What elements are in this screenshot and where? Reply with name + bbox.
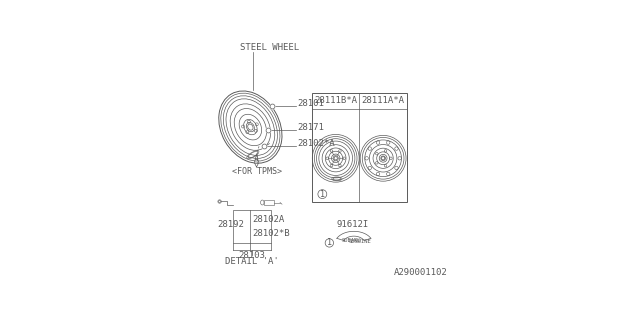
Text: A: A xyxy=(254,155,259,164)
Text: <FOR TPMS>: <FOR TPMS> xyxy=(232,167,282,176)
Text: DETAIL 'A': DETAIL 'A' xyxy=(225,257,279,266)
Text: GENUINE: GENUINE xyxy=(349,239,371,244)
Text: STEEL WHEEL: STEEL WHEEL xyxy=(240,43,299,52)
Text: 28192: 28192 xyxy=(217,220,244,229)
Text: 91612I: 91612I xyxy=(336,220,368,229)
Text: 28111A*A: 28111A*A xyxy=(362,97,404,106)
Text: 28102*A: 28102*A xyxy=(297,139,335,148)
Text: A290001102: A290001102 xyxy=(394,268,447,277)
Bar xyxy=(233,210,271,243)
Text: 28111B*A: 28111B*A xyxy=(314,97,357,106)
Text: SUBARU: SUBARU xyxy=(341,238,361,243)
Text: 28102A: 28102A xyxy=(253,215,285,224)
Bar xyxy=(264,200,274,205)
Text: 28102*B: 28102*B xyxy=(253,229,291,238)
Text: 1: 1 xyxy=(320,190,325,199)
Text: 28101: 28101 xyxy=(297,99,324,108)
Text: 28171: 28171 xyxy=(297,123,324,132)
Text: 1: 1 xyxy=(327,238,332,247)
Text: 28103: 28103 xyxy=(239,251,266,260)
Bar xyxy=(312,92,407,202)
